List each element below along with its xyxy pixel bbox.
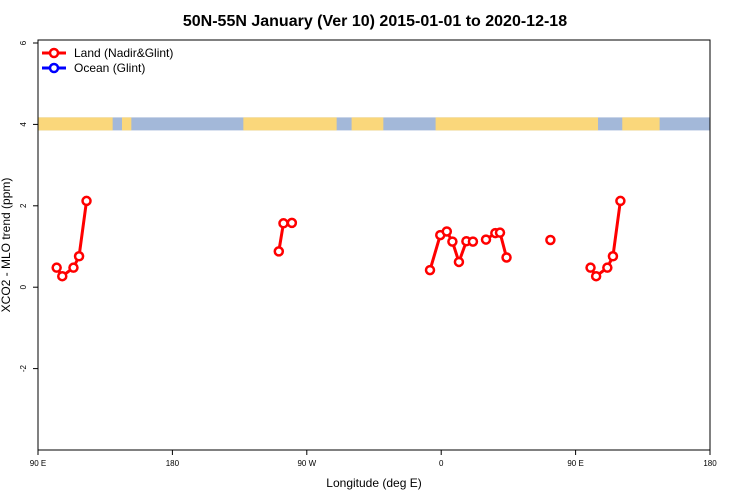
land-band [243, 117, 337, 131]
data-point [607, 251, 619, 262]
y-tick-label: 0 [19, 284, 28, 289]
plot-frame [37, 39, 711, 451]
data-point [494, 227, 506, 238]
data-point [273, 246, 285, 257]
data-point [286, 217, 298, 229]
legend-marker-land [48, 47, 60, 59]
y-tick-label: 6 [19, 40, 28, 45]
y-axis-label: XCO2 - MLO trend (ppm) [0, 178, 13, 313]
series-group [51, 195, 626, 282]
x-tick-label: 90 E [567, 459, 583, 468]
legend: Land (Nadir&Glint) Ocean (Glint) [42, 46, 173, 75]
data-point [545, 234, 556, 246]
data-point [68, 262, 79, 273]
data-point [585, 262, 596, 273]
y-tick-label: -2 [19, 364, 28, 372]
land-band [351, 117, 384, 131]
data-point [501, 252, 512, 263]
data-point [51, 262, 62, 273]
legend-label-ocean: Ocean (Glint) [74, 61, 145, 75]
legend-item-land: Land (Nadir&Glint) [42, 46, 173, 60]
x-tick-label: 90 W [297, 459, 316, 468]
y-tick-label: 4 [19, 122, 28, 127]
x-tick-label: 180 [166, 459, 180, 468]
data-point [57, 270, 68, 282]
x-tick-label: 180 [703, 459, 717, 468]
legend-item-ocean: Ocean (Glint) [42, 61, 145, 75]
land-band [435, 117, 598, 131]
land-band [38, 117, 113, 131]
land-band [122, 117, 132, 131]
y-axis: -2 0 2 4 6 [19, 40, 38, 372]
data-point [615, 195, 626, 207]
data-point [602, 262, 613, 273]
data-point [480, 234, 492, 245]
data-point [590, 270, 602, 282]
chart-title: 50N-55N January (Ver 10) 2015-01-01 to 2… [183, 13, 567, 30]
data-point [441, 226, 453, 237]
data-point [73, 251, 85, 262]
data-point [424, 264, 436, 276]
legend-label-land: Land (Nadir&Glint) [74, 46, 173, 60]
x-tick-label: 0 [439, 459, 444, 468]
x-tick-label: 90 E [30, 459, 46, 468]
data-point [453, 256, 465, 268]
data-point [278, 218, 289, 229]
legend-marker-ocean [48, 62, 60, 74]
data-point [467, 236, 479, 247]
land-band [622, 117, 660, 131]
data-point [81, 195, 92, 207]
x-axis: 90 E 180 90 W 0 90 E 180 [30, 450, 717, 468]
x-axis-label: Longitude (deg E) [326, 476, 421, 490]
y-tick-label: 2 [19, 203, 28, 208]
data-point [447, 236, 458, 247]
land-ocean-strip [38, 117, 710, 131]
